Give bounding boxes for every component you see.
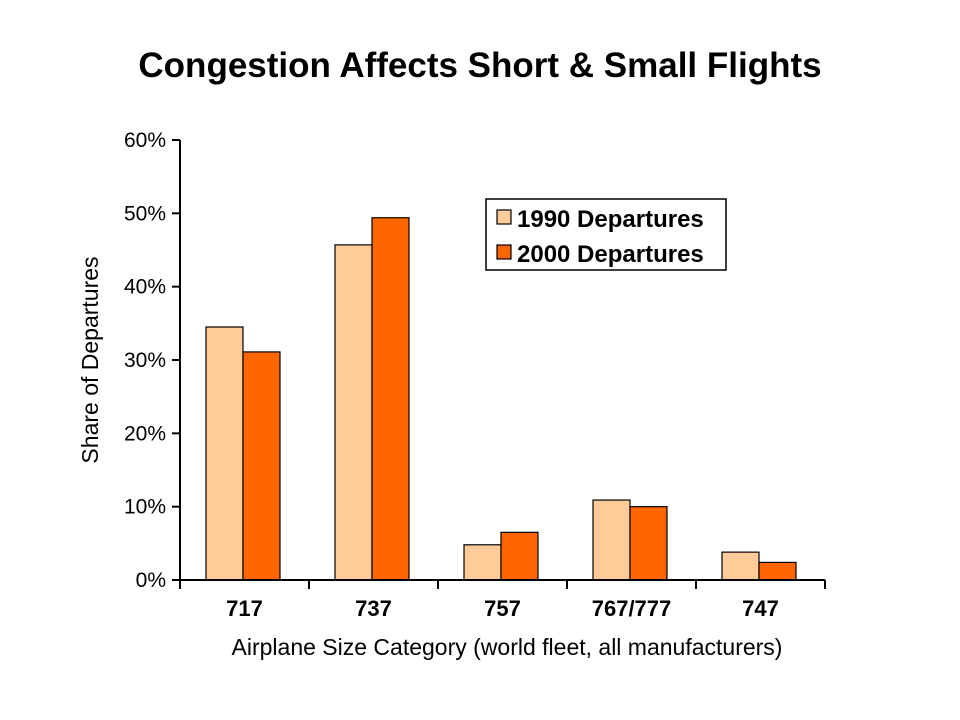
x-category-label: 767/777	[592, 596, 672, 621]
x-category-label: 717	[226, 596, 263, 621]
bar-2000-747	[758, 561, 797, 581]
x-category-label: 737	[355, 596, 392, 621]
y-tick-label: 30%	[124, 349, 166, 372]
legend-label-1990: 1990 Departures	[517, 206, 704, 233]
y-tick-label: 60%	[124, 129, 166, 152]
bar-2000-757	[500, 531, 539, 581]
bar-1990-747	[721, 551, 760, 581]
legend-label-2000: 2000 Departures	[517, 241, 704, 268]
y-ticks-group: 0% 10% 20% 30% 40% 50% 60%	[124, 129, 180, 592]
y-tick-label: 40%	[124, 276, 166, 299]
legend-swatch-1990	[496, 209, 512, 225]
bar-2000-737	[371, 217, 410, 581]
x-category-label: 747	[742, 596, 779, 621]
legend: 1990 Departures 2000 Departures	[485, 198, 727, 271]
bar-2000-717	[242, 351, 281, 581]
bar-1990-737	[334, 244, 373, 581]
y-tick-label: 20%	[124, 422, 166, 445]
chart-title: Congestion Affects Short & Small Flights	[138, 46, 822, 85]
bar-1990-767-777	[592, 499, 631, 581]
y-tick-label: 50%	[124, 202, 166, 225]
y-tick-label: 0%	[136, 569, 166, 592]
bar-1990-757	[463, 544, 502, 581]
bar-1990-717	[205, 326, 244, 581]
x-axis-title: Airplane Size Category (world fleet, all…	[232, 634, 783, 660]
y-axis-title: Share of Departures	[77, 256, 103, 463]
bar-2000-767-777	[629, 506, 668, 581]
x-category-label: 757	[484, 596, 521, 621]
x-categories-group: 717 737 757 767/777 747	[179, 580, 826, 621]
y-tick-label: 10%	[124, 496, 166, 519]
bars-group	[205, 217, 797, 581]
legend-swatch-2000	[496, 244, 512, 260]
legend-box	[485, 198, 727, 271]
